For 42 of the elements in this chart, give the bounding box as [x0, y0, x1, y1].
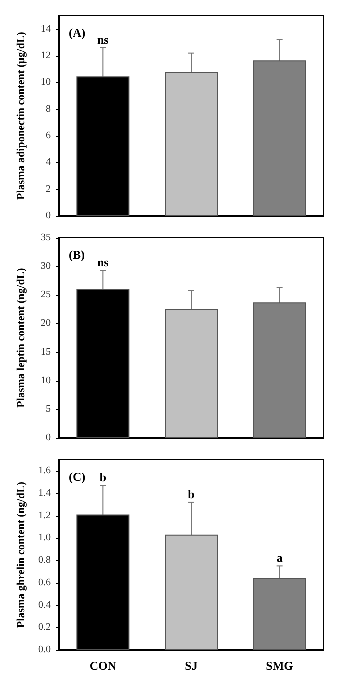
- y-axis-title: Plasma ghrelin content (ng/dL): [16, 482, 28, 628]
- y-tick-label: 30: [41, 261, 51, 272]
- annotation: a: [276, 551, 283, 566]
- text: (A): [69, 26, 86, 40]
- y-tick-label: 0.4: [38, 600, 51, 611]
- y-axis-title: Plasma adiponectin content (μg/dL): [16, 32, 28, 200]
- y-axis-title: Plasma leptin content (ng/dL): [16, 268, 28, 408]
- bar: [165, 534, 218, 650]
- y-tick-label: 1.0: [38, 532, 51, 544]
- annotation: ns: [97, 33, 110, 47]
- bar: [165, 309, 218, 438]
- text: (C): [69, 470, 86, 484]
- y-tick-label: 12: [41, 50, 51, 62]
- bar: [165, 72, 218, 216]
- x-tick-label: CON: [90, 659, 117, 673]
- y-tick-label: 20: [41, 318, 51, 330]
- y-tick-label: 8: [46, 104, 51, 115]
- y-tick-label: 6: [46, 130, 51, 142]
- text: (B): [69, 248, 85, 262]
- x-tick-label: SJ: [185, 659, 198, 673]
- y-tick-label: 25: [41, 290, 51, 301]
- annotation: b: [188, 487, 196, 502]
- y-tick-label: 15: [41, 346, 51, 358]
- y-tick-label: 14: [41, 24, 51, 35]
- y-tick-label: 1.2: [38, 510, 51, 522]
- y-tick-label: 4: [46, 157, 51, 168]
- y-tick-label: 0: [46, 432, 51, 444]
- annotation: ns: [97, 256, 110, 270]
- y-tick-label: 0.0: [38, 644, 51, 656]
- y-tick-label: 0.6: [38, 577, 51, 588]
- y-tick-label: 2: [46, 184, 51, 195]
- annotation: b: [100, 470, 107, 485]
- y-tick-label: 0.2: [38, 622, 51, 634]
- y-tick-label: 1.6: [38, 466, 51, 477]
- y-tick-label: 10: [41, 375, 51, 386]
- y-tick-label: 1.4: [38, 488, 51, 500]
- y-tick-label: 0: [46, 210, 51, 222]
- y-tick-label: 0.8: [38, 555, 51, 566]
- y-tick-label: 35: [41, 232, 51, 244]
- x-tick-label: SMG: [266, 659, 294, 673]
- y-tick-label: 10: [41, 77, 51, 88]
- y-tick-label: 5: [46, 404, 51, 415]
